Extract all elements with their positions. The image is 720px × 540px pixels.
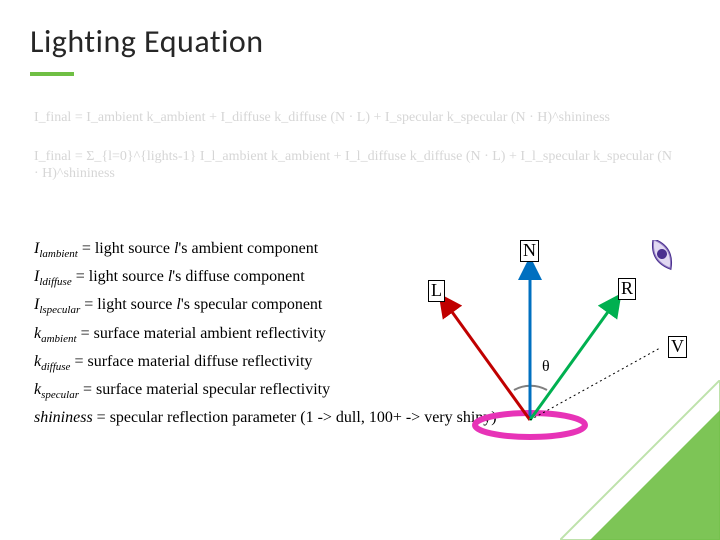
vector-l [442, 298, 530, 420]
label-r: R [618, 278, 636, 300]
label-l: L [428, 280, 445, 302]
diagram-svg [410, 240, 690, 440]
equation-2: I_final = Σ_{l=0}^{lights-1} I_l_ambient… [34, 149, 674, 183]
eye-icon [647, 240, 676, 272]
label-theta: θ [542, 358, 550, 376]
equations-block: I_final = I_ambient k_ambient + I_diffus… [34, 110, 674, 204]
title-accent-bar [30, 72, 74, 76]
label-v: V [668, 336, 687, 358]
page-title: Lighting Equation [30, 22, 264, 61]
reflection-diagram: N L R V θ [410, 240, 690, 440]
label-n: N [520, 240, 539, 262]
equation-1: I_final = I_ambient k_ambient + I_diffus… [34, 110, 674, 127]
